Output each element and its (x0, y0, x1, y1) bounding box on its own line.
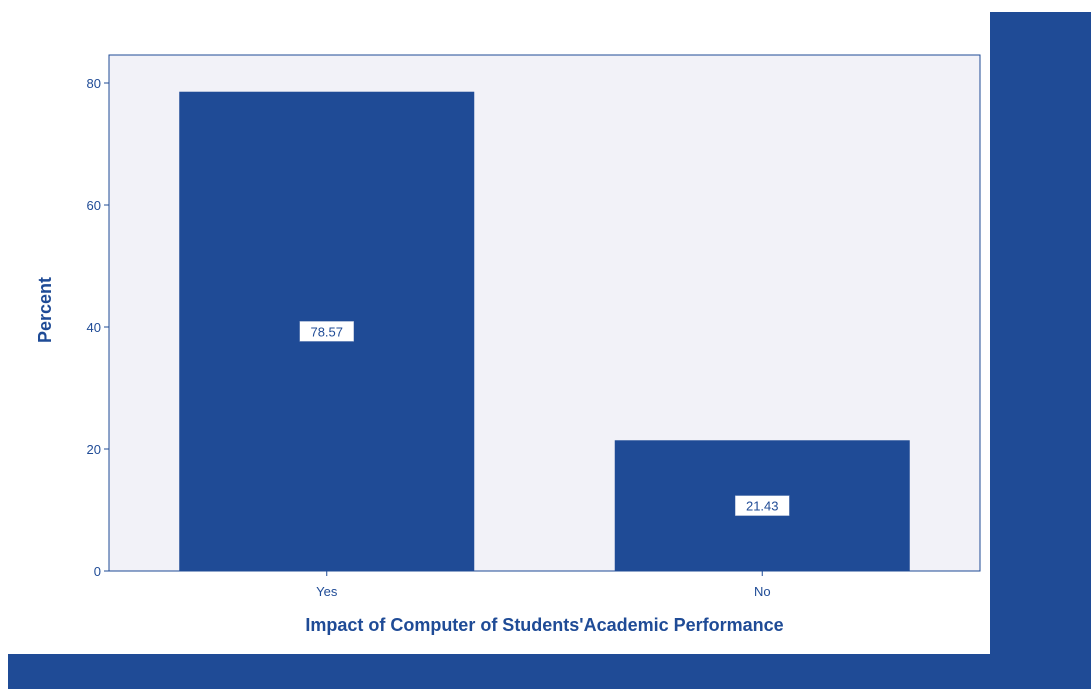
y-tick-label: 20 (87, 442, 101, 457)
y-axis-title: Percent (35, 277, 55, 343)
data-labels-layer: 78.57 21.43 (299, 321, 790, 516)
y-tick-label: 40 (87, 320, 101, 335)
x-tick-label: Yes (316, 584, 338, 599)
y-tick-label: 0 (94, 564, 101, 579)
data-label-box (299, 321, 354, 342)
data-label-box (735, 495, 790, 516)
x-tick-label: No (754, 584, 771, 599)
decorative-right-band (990, 12, 1091, 689)
data-label: 21.43 (735, 495, 790, 516)
x-axis-title: Impact of Computer of Students'Academic … (305, 615, 783, 635)
axes-layer: Yes No 0 20 40 60 80 (87, 76, 771, 599)
data-label-text: 21.43 (746, 499, 779, 514)
data-label: 78.57 (299, 321, 354, 342)
y-tick-label: 60 (87, 198, 101, 213)
data-label-text: 78.57 (310, 324, 343, 339)
y-tick-label: 80 (87, 76, 101, 91)
decorative-bottom-band (8, 654, 1091, 689)
